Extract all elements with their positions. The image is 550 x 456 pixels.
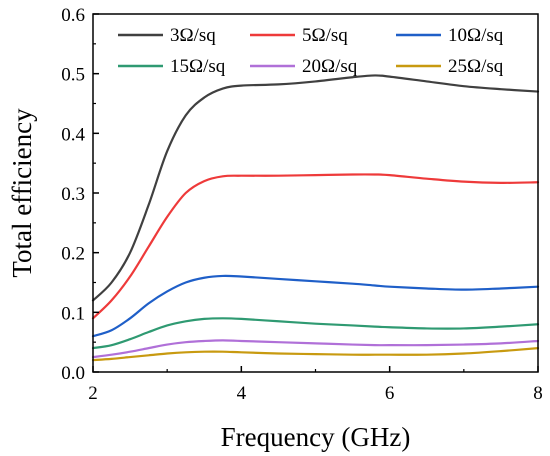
series-line-1 — [91, 173, 540, 320]
y-tick-label-4: 0.4 — [61, 124, 85, 145]
legend-label-3: 15Ω/sq — [170, 56, 226, 77]
ticks-layer: 2 4 6 8 0.0 0.1 0.2 0.3 0.4 0.5 0.6 — [61, 5, 543, 404]
series-line-3 — [91, 317, 540, 350]
series-line-0 — [91, 74, 540, 302]
y-tick-label-5: 0.5 — [61, 65, 85, 86]
y-axis-title: Total efficiency — [7, 108, 37, 278]
legend-label-0: 3Ω/sq — [170, 25, 216, 46]
y-tick-label-1: 0.1 — [61, 303, 85, 324]
x-tick-label-1: 4 — [237, 383, 247, 404]
y-tick-label-0: 0.0 — [61, 363, 85, 384]
legend-label-2: 10Ω/sq — [448, 25, 504, 46]
legend-label-4: 20Ω/sq — [302, 56, 358, 77]
series-line-2 — [91, 274, 540, 338]
y-tick-label-2: 0.2 — [61, 244, 85, 265]
x-tick-label-2: 6 — [385, 383, 395, 404]
series-line-4 — [91, 339, 540, 359]
y-tick-label-6: 0.6 — [61, 5, 85, 26]
x-tick-label-0: 2 — [88, 383, 98, 404]
legend-label-5: 25Ω/sq — [448, 56, 504, 77]
legend-label-1: 5Ω/sq — [302, 25, 348, 46]
x-axis-title: Frequency (GHz) — [221, 422, 411, 452]
y-tick-label-3: 0.3 — [61, 184, 85, 205]
series-layer — [91, 74, 540, 362]
legend: 3Ω/sq 5Ω/sq 10Ω/sq 15Ω/sq 20Ω/sq 25Ω/sq — [118, 25, 504, 77]
series-line-5 — [91, 347, 540, 362]
x-tick-label-3: 8 — [533, 383, 543, 404]
